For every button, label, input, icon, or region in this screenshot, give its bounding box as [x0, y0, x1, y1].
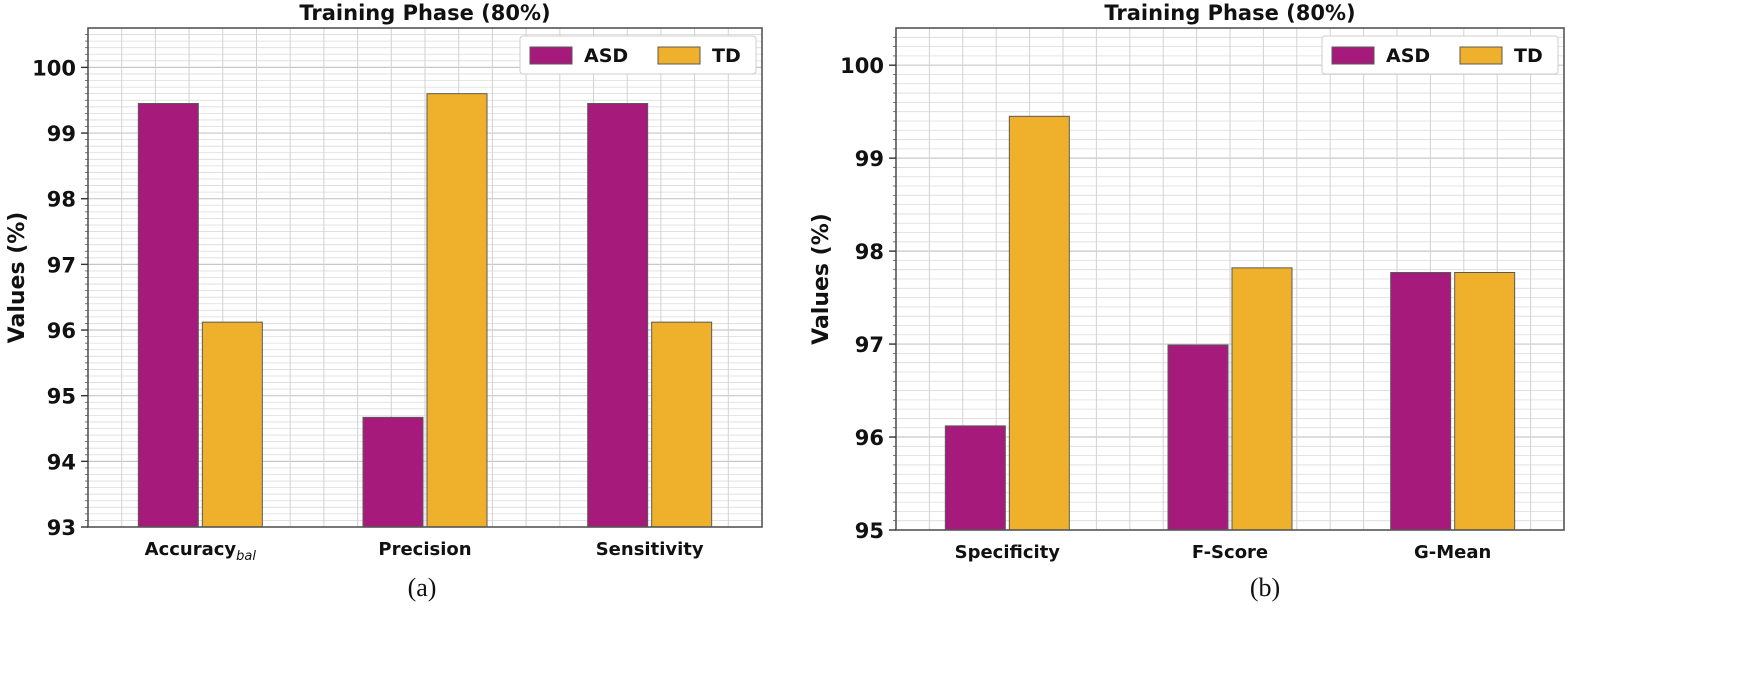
bar-td-precision	[426, 93, 488, 528]
bar-td-sensitivity	[651, 321, 713, 528]
y-axis-label: Values (%)	[5, 212, 30, 344]
bar-asd-f-score	[1167, 344, 1229, 531]
legend-label-asd: ASD	[1386, 45, 1430, 67]
legend: ASD TD	[519, 35, 757, 75]
y-tick-label: 96	[47, 319, 76, 343]
legend-swatch-asd	[1331, 46, 1375, 65]
y-tick-label: 97	[855, 333, 884, 357]
x-tick-label: Precision	[378, 539, 471, 560]
bar-td-accuracy	[201, 321, 263, 528]
y-tick-label: 98	[47, 188, 76, 212]
y-axis-label: Values (%)	[809, 213, 834, 345]
x-tick-label: Specificity	[955, 542, 1061, 563]
panel-caption: (a)	[408, 573, 437, 602]
bar-td-f-score	[1231, 267, 1293, 531]
panel-caption: (b)	[1250, 573, 1280, 602]
x-tick-label: Sensitivity	[596, 539, 704, 560]
x-tick-label: Accuracybal	[145, 539, 257, 564]
bar-td-specificity	[1008, 115, 1070, 531]
bar-asd-specificity	[944, 425, 1006, 531]
x-tick-label: G-Mean	[1414, 542, 1491, 563]
x-tick-label: F-Score	[1192, 542, 1268, 563]
y-tick-label: 100	[32, 56, 76, 80]
y-tick-label: 98	[855, 240, 884, 264]
legend-label-asd: ASD	[584, 45, 628, 67]
y-tick-label: 99	[47, 122, 76, 146]
chart-panel-b: Specificity F-Score G-Mean 95 96 97 98 99 100 Tra…	[809, 1, 1565, 602]
y-tick-label: 96	[855, 426, 884, 450]
bar-asd-g-mean	[1390, 271, 1452, 531]
legend-swatch-td	[1459, 46, 1503, 65]
y-tick-label: 94	[47, 450, 76, 474]
y-axis: 95 96 97 98 99 100	[840, 36, 896, 543]
bar-asd-accuracy	[137, 103, 199, 528]
chart-panel-a: Accuracybal Precision Sensitivity939495969…	[5, 1, 763, 602]
bar-td-g-mean	[1454, 271, 1516, 531]
bar-asd-precision	[362, 416, 424, 528]
legend-label-td: TD	[1514, 45, 1543, 67]
y-tick-label: 99	[855, 147, 884, 171]
legend-label-td: TD	[712, 45, 741, 67]
y-tick-label: 95	[855, 519, 884, 543]
y-tick-label: 97	[47, 253, 76, 277]
legend: ASD TD	[1321, 35, 1559, 75]
y-tick-label: 95	[47, 385, 76, 409]
chart-title: Training Phase (80%)	[299, 1, 550, 25]
bar-asd-sensitivity	[587, 103, 649, 528]
chart-title: Training Phase (80%)	[1104, 1, 1355, 25]
legend-swatch-td	[657, 46, 701, 65]
y-tick-label: 100	[840, 54, 884, 78]
y-axis: 93 94 95 96 97 98 99 100	[32, 34, 88, 540]
y-tick-label: 93	[47, 516, 76, 540]
legend-swatch-asd	[529, 46, 573, 65]
